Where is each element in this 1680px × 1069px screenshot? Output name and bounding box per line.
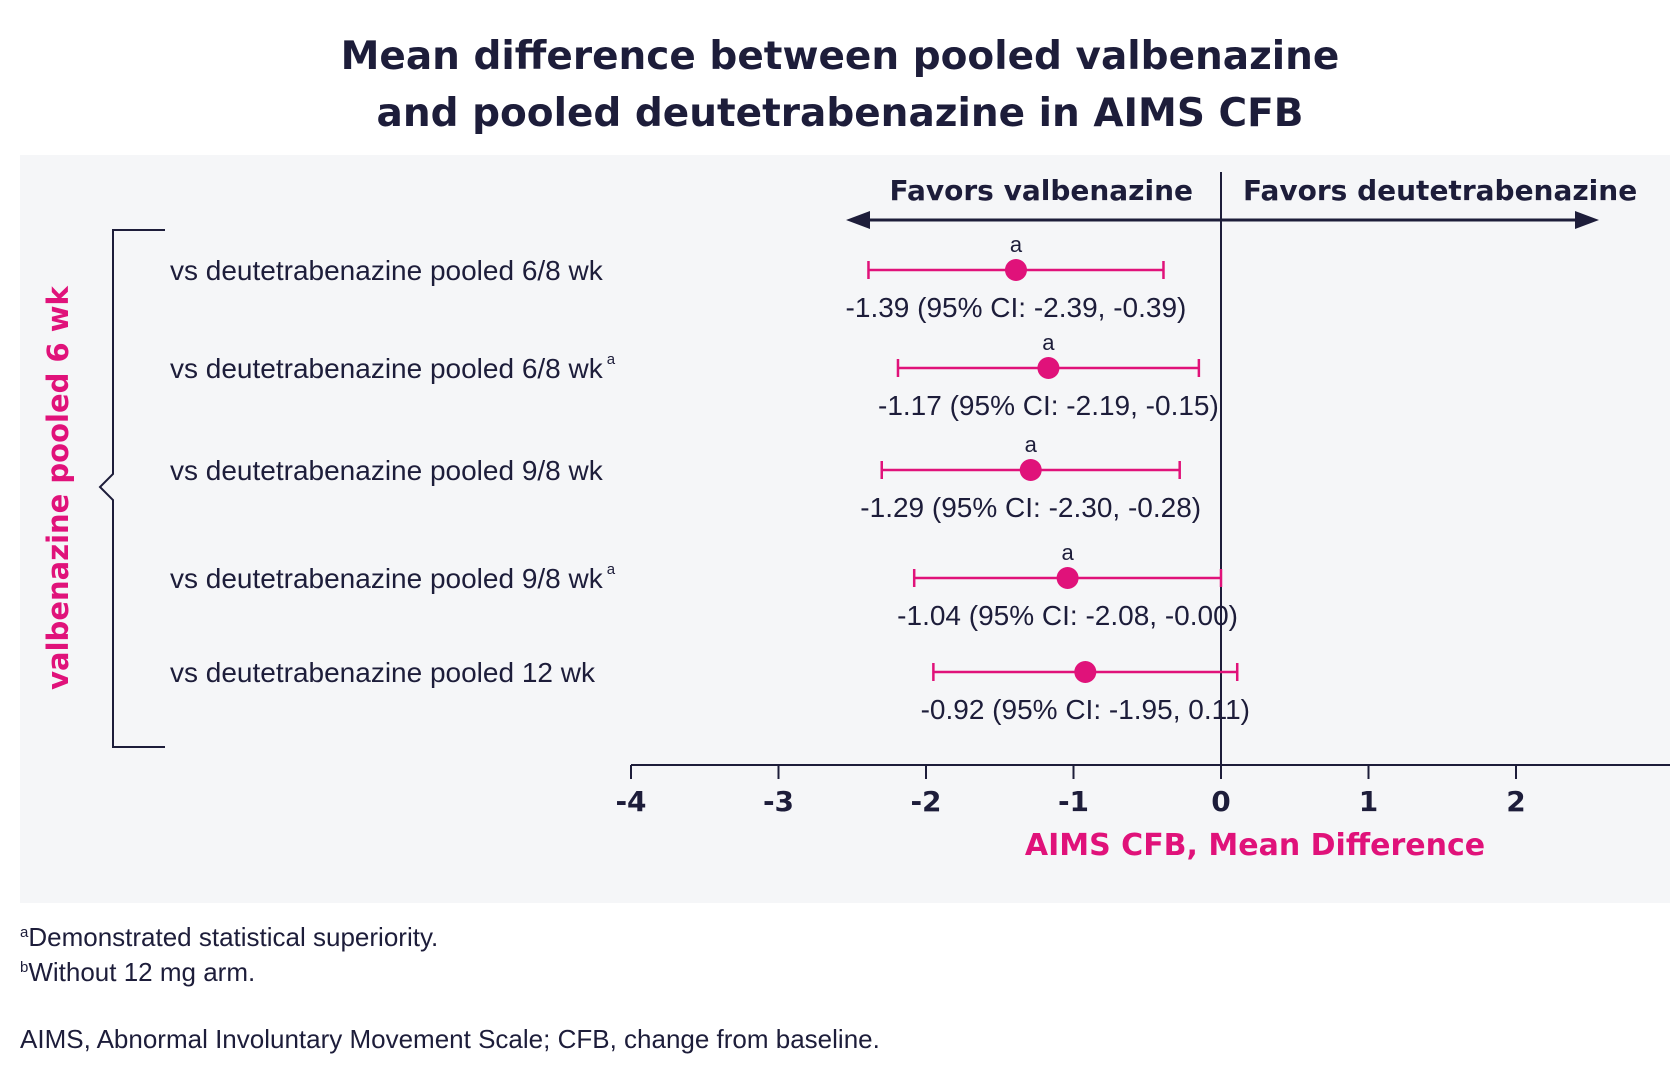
row-label-superscript: a xyxy=(607,561,616,578)
row-label: vs deutetrabenazine pooled 9/8 wk a xyxy=(170,561,616,594)
estimate-label: -1.39 (95% CI: -2.39, -0.39) xyxy=(846,292,1187,323)
footnote-b: bWithout 12 mg arm. xyxy=(20,957,255,988)
estimate-label: -0.92 (95% CI: -1.95, 0.11) xyxy=(921,694,1250,725)
abbreviations-note: AIMS, Abnormal Involuntary Movement Scal… xyxy=(20,1024,880,1054)
point-estimate xyxy=(1037,357,1060,379)
x-tick-label: -4 xyxy=(615,785,646,818)
x-tick-label: -1 xyxy=(1058,785,1089,818)
x-tick-label: 2 xyxy=(1506,785,1525,818)
x-tick-label: 0 xyxy=(1211,785,1230,818)
estimate-label: -1.17 (95% CI: -2.19, -0.15) xyxy=(878,390,1219,421)
footnote-a: aDemonstrated statistical superiority. xyxy=(20,922,438,953)
group-bracket xyxy=(98,229,165,748)
significance-marker: a xyxy=(1010,232,1023,257)
point-estimate xyxy=(1019,459,1042,481)
favors-arrow-right-head xyxy=(1575,211,1599,229)
forest-plot: Favors valbenazine Favors deutetrabenazin… xyxy=(41,172,1670,863)
estimate-label: -1.04 (95% CI: -2.08, -0.00) xyxy=(897,600,1238,631)
row-label: vs deutetrabenazine pooled 6/8 wk xyxy=(170,255,604,286)
chart-title-line-2: and pooled deutetrabenazine in AIMS CFB xyxy=(376,91,1304,136)
significance-marker: a xyxy=(1025,432,1038,457)
significance-marker: a xyxy=(1042,330,1055,355)
chart-title-line-1: Mean difference between pooled valbenazi… xyxy=(340,34,1340,79)
chart-panel: Favors valbenazine Favors deutetrabenazin… xyxy=(20,155,1670,903)
favors-arrow-left-head xyxy=(846,211,870,229)
footnote-a-text: Demonstrated statistical superiority. xyxy=(28,922,439,952)
row-label: vs deutetrabenazine pooled 12 wk xyxy=(170,657,596,688)
estimate-label: -1.29 (95% CI: -2.30, -0.28) xyxy=(860,492,1201,523)
significance-marker: a xyxy=(1061,540,1074,565)
x-tick-label: -2 xyxy=(910,785,941,818)
point-estimate xyxy=(1074,661,1097,683)
footnote-a-marker: a xyxy=(20,924,29,941)
point-estimate xyxy=(1004,259,1027,281)
x-tick-label: -3 xyxy=(763,785,794,818)
footnote-b-text: Without 12 mg arm. xyxy=(28,957,256,987)
x-tick-label: 1 xyxy=(1359,785,1378,818)
group-label: valbenazine pooled 6 wk xyxy=(41,285,75,689)
row-label: vs deutetrabenazine pooled 9/8 wk xyxy=(170,455,604,486)
chart-title: Mean difference between pooled valbenazi… xyxy=(0,28,1680,142)
footnote-b-marker: b xyxy=(20,959,29,976)
favors-left-label: Favors valbenazine xyxy=(889,174,1193,207)
favors-right-label: Favors deutetrabenazine xyxy=(1243,174,1637,207)
point-estimate xyxy=(1056,567,1079,589)
row-label-superscript: a xyxy=(607,351,616,368)
x-axis-title: AIMS CFB, Mean Difference xyxy=(1025,828,1485,863)
row-label: vs deutetrabenazine pooled 6/8 wk a xyxy=(170,351,616,384)
